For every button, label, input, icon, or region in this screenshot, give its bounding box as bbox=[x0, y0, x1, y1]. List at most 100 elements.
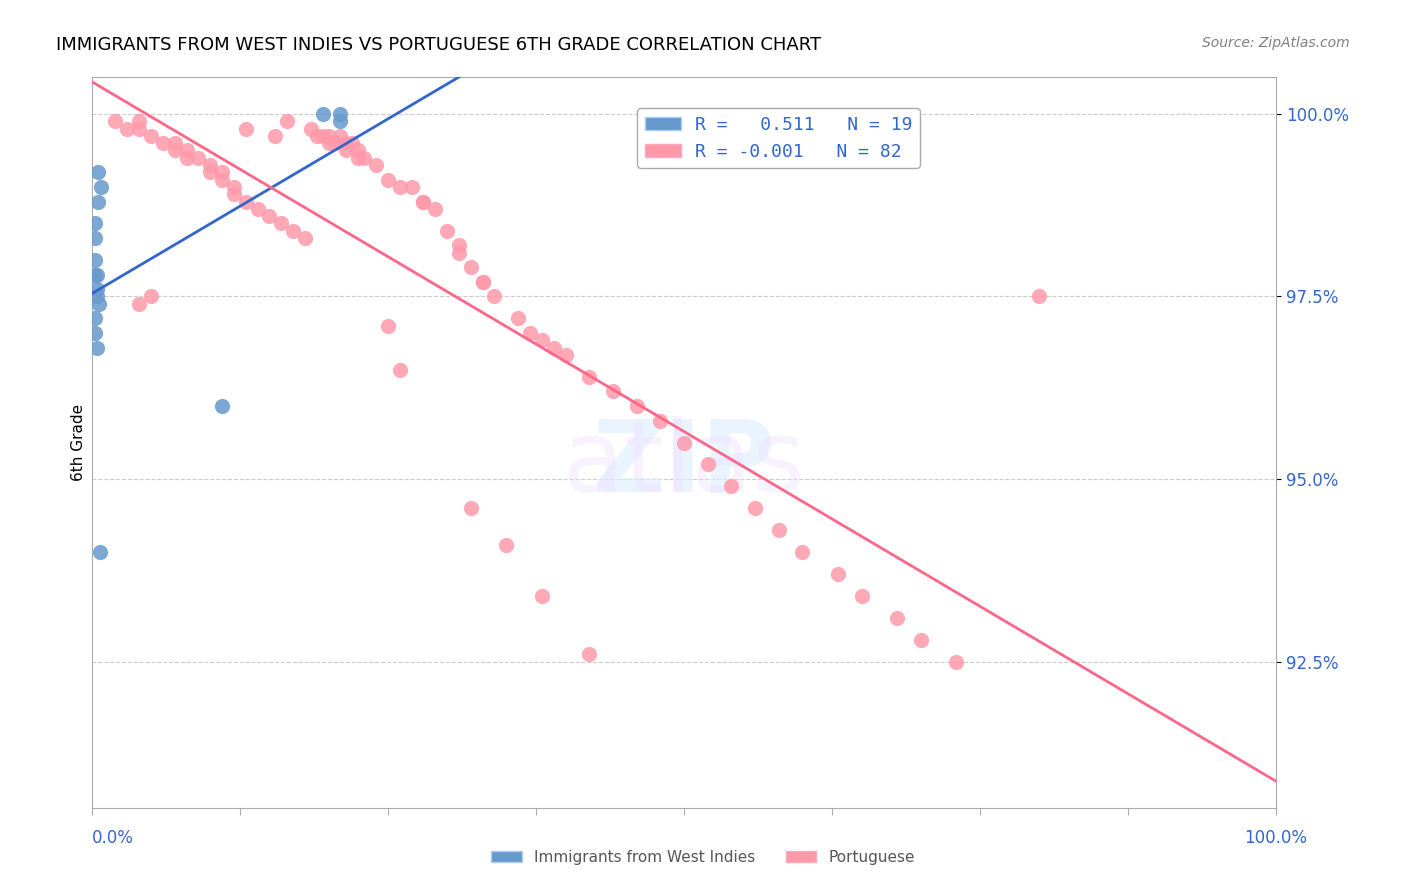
Point bbox=[264, 128, 287, 143]
Point bbox=[335, 136, 357, 150]
Point bbox=[401, 180, 423, 194]
Legend: R =   0.511   N = 19, R = -0.001   N = 82: R = 0.511 N = 19, R = -0.001 N = 82 bbox=[637, 108, 920, 168]
Point bbox=[447, 245, 470, 260]
Point bbox=[200, 165, 222, 179]
Point bbox=[270, 217, 292, 231]
Point bbox=[672, 435, 695, 450]
Point bbox=[128, 297, 150, 311]
Point bbox=[87, 194, 110, 209]
Point bbox=[163, 144, 186, 158]
Point bbox=[139, 128, 162, 143]
Point bbox=[1028, 289, 1050, 303]
Text: atlas: atlas bbox=[564, 416, 804, 513]
Point bbox=[104, 114, 127, 128]
Point bbox=[495, 538, 517, 552]
Y-axis label: 6th Grade: 6th Grade bbox=[72, 404, 86, 481]
Point bbox=[353, 151, 375, 165]
Point bbox=[508, 311, 530, 326]
Point bbox=[720, 479, 742, 493]
Point bbox=[554, 348, 576, 362]
Point bbox=[211, 172, 233, 186]
Point bbox=[318, 128, 340, 143]
Point bbox=[90, 180, 112, 194]
Point bbox=[945, 655, 967, 669]
Point bbox=[312, 128, 335, 143]
Point bbox=[484, 289, 506, 303]
Point bbox=[602, 384, 624, 399]
Point bbox=[84, 217, 107, 231]
Point bbox=[86, 341, 108, 355]
Point bbox=[89, 545, 111, 559]
Point bbox=[543, 341, 565, 355]
Point bbox=[768, 523, 790, 537]
Point bbox=[471, 275, 494, 289]
Point bbox=[323, 136, 346, 150]
Point bbox=[388, 180, 411, 194]
Point bbox=[650, 414, 672, 428]
Point bbox=[696, 458, 718, 472]
Point bbox=[246, 202, 269, 216]
Point bbox=[377, 318, 399, 333]
Point bbox=[792, 545, 814, 559]
Point bbox=[163, 136, 186, 150]
Point bbox=[436, 224, 458, 238]
Point bbox=[281, 224, 304, 238]
Text: ZIP: ZIP bbox=[592, 416, 775, 513]
Point bbox=[886, 611, 908, 625]
Point bbox=[128, 114, 150, 128]
Point bbox=[329, 114, 352, 128]
Point bbox=[425, 202, 447, 216]
Point bbox=[388, 362, 411, 376]
Point bbox=[84, 231, 107, 245]
Text: IMMIGRANTS FROM WEST INDIES VS PORTUGUESE 6TH GRADE CORRELATION CHART: IMMIGRANTS FROM WEST INDIES VS PORTUGUES… bbox=[56, 36, 821, 54]
Point bbox=[460, 501, 482, 516]
Point bbox=[187, 151, 209, 165]
Point bbox=[211, 399, 233, 413]
Legend: Immigrants from West Indies, Portuguese: Immigrants from West Indies, Portuguese bbox=[485, 844, 921, 871]
Point bbox=[460, 260, 482, 275]
Point bbox=[342, 136, 364, 150]
Point bbox=[377, 172, 399, 186]
Point bbox=[200, 158, 222, 172]
Point bbox=[519, 326, 541, 340]
Point bbox=[299, 121, 322, 136]
Point bbox=[84, 311, 107, 326]
Point bbox=[578, 647, 600, 661]
Point bbox=[176, 144, 198, 158]
Point bbox=[87, 165, 110, 179]
Point bbox=[86, 289, 108, 303]
Point bbox=[294, 231, 316, 245]
Point bbox=[222, 187, 245, 202]
Point bbox=[626, 399, 648, 413]
Point bbox=[176, 151, 198, 165]
Point bbox=[86, 268, 108, 282]
Point bbox=[530, 334, 553, 348]
Point bbox=[305, 128, 328, 143]
Point bbox=[744, 501, 766, 516]
Point bbox=[329, 107, 352, 121]
Point bbox=[87, 297, 110, 311]
Point bbox=[318, 136, 340, 150]
Point bbox=[412, 194, 434, 209]
Point bbox=[259, 209, 281, 223]
Point bbox=[364, 158, 387, 172]
Point bbox=[86, 282, 108, 296]
Point bbox=[84, 268, 107, 282]
Point bbox=[335, 144, 357, 158]
Point bbox=[84, 252, 107, 267]
Point bbox=[447, 238, 470, 252]
Point bbox=[152, 136, 174, 150]
Point bbox=[276, 114, 298, 128]
Point bbox=[139, 289, 162, 303]
Text: 0.0%: 0.0% bbox=[91, 829, 134, 847]
Point bbox=[329, 128, 352, 143]
Point bbox=[235, 194, 257, 209]
Point bbox=[347, 151, 370, 165]
Point bbox=[211, 165, 233, 179]
Point bbox=[128, 121, 150, 136]
Point bbox=[235, 121, 257, 136]
Point bbox=[312, 107, 335, 121]
Point bbox=[471, 275, 494, 289]
Point bbox=[84, 326, 107, 340]
Point bbox=[412, 194, 434, 209]
